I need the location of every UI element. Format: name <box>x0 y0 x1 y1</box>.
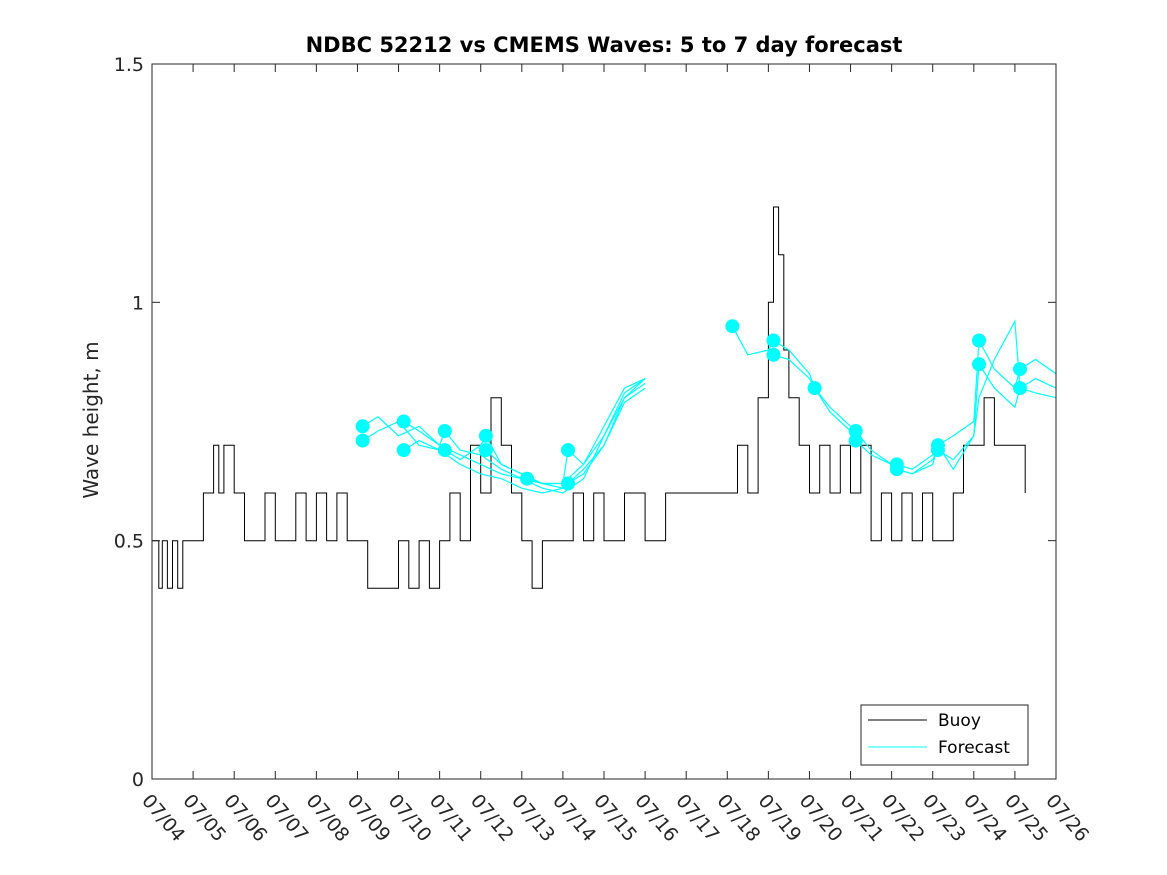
y-axis-label: Wave height, m <box>79 341 103 498</box>
forecast-marker-6 <box>437 443 452 458</box>
forecast-marker-9 <box>520 471 534 486</box>
forecast-marker-11 <box>561 476 575 491</box>
forecast-marker-1 <box>355 419 370 434</box>
forecast-marker-3 <box>396 414 411 429</box>
y-tick-label-1: 0.5 <box>114 531 144 553</box>
y-tick-label-0: 0 <box>132 769 144 791</box>
forecast-marker-12 <box>725 319 740 334</box>
plot-area <box>152 206 1057 589</box>
forecast-run-line-1 <box>362 378 646 485</box>
forecast-run-line-2 <box>362 382 646 494</box>
forecast-marker-23 <box>972 357 986 372</box>
buoy-series-line <box>152 206 1026 589</box>
legend: Buoy Forecast <box>860 704 1029 766</box>
forecast-marker-8 <box>478 443 493 458</box>
forecast-marker-25 <box>1013 381 1027 396</box>
forecast-marker-15 <box>807 381 822 396</box>
chart-title: NDBC 52212 vs CMEMS Waves: 5 to 7 day fo… <box>306 33 903 57</box>
forecast-marker-13 <box>766 333 781 348</box>
forecast-marker-14 <box>766 347 781 362</box>
legend-label-forecast: Forecast <box>938 738 1010 758</box>
forecast-marker-17 <box>848 433 863 448</box>
forecast-marker-22 <box>972 333 986 348</box>
legend-label-buoy: Buoy <box>938 711 981 731</box>
y-tick-label-3: 1.5 <box>114 54 144 76</box>
forecast-marker-24 <box>1013 362 1027 377</box>
forecast-marker-21 <box>930 443 945 458</box>
legend-box <box>860 704 1029 766</box>
forecast-marker-16 <box>848 424 863 438</box>
forecast-marker-2 <box>355 433 370 448</box>
forecast-marker-5 <box>437 424 452 438</box>
forecast-marker-19 <box>889 462 904 477</box>
y-tick-label-2: 1 <box>132 292 144 314</box>
forecast-marker-4 <box>396 443 411 458</box>
forecast-marker-10 <box>561 443 575 458</box>
forecast-marker-7 <box>478 428 493 443</box>
forecast-run-line-3 <box>403 378 646 494</box>
